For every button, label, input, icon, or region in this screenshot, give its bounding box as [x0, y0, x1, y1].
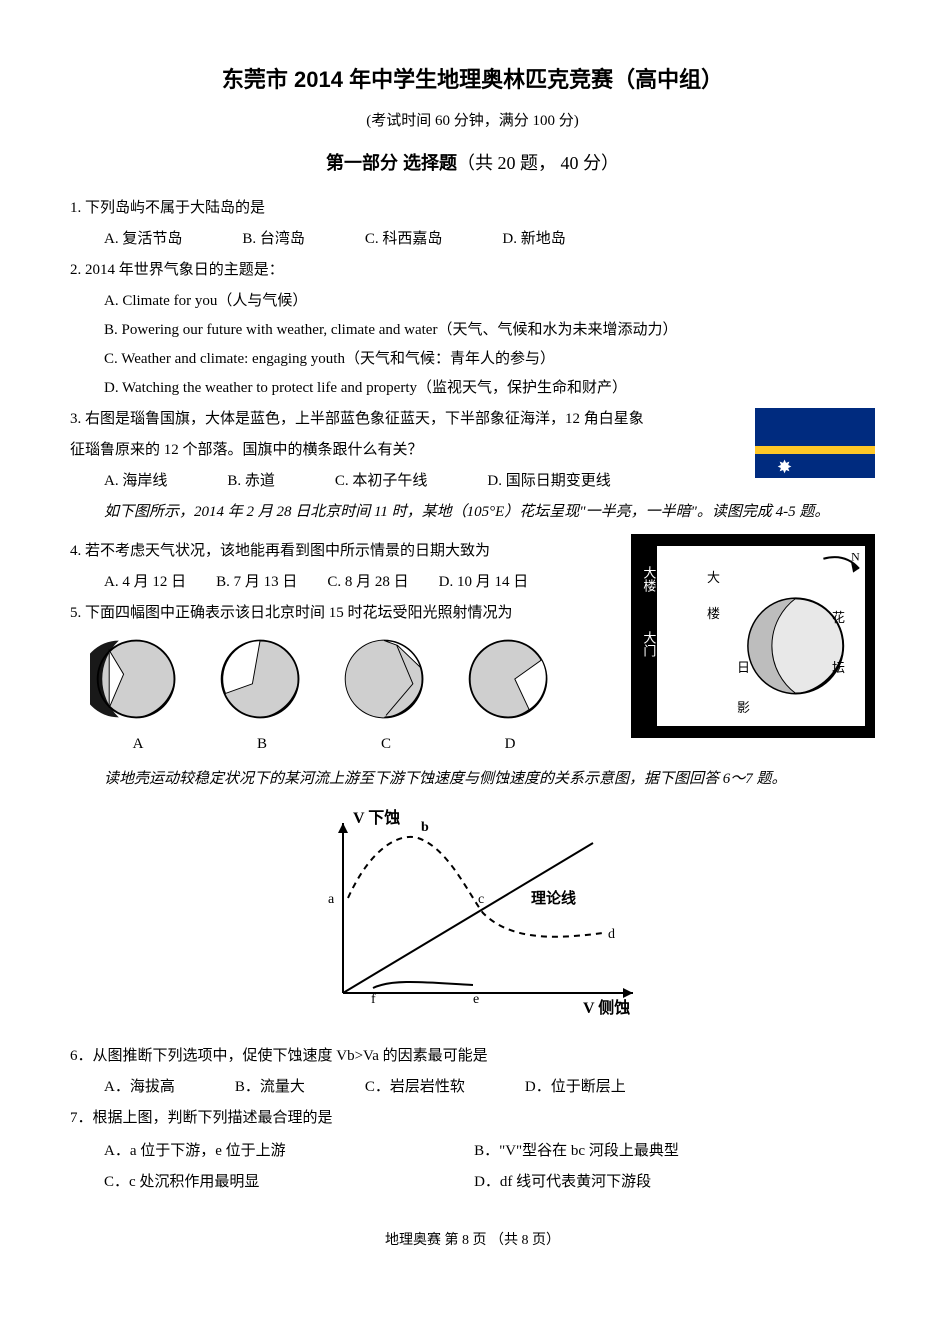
- point-f: f: [371, 992, 376, 1007]
- q4-opt-d: D. 10 月 14 日: [439, 569, 529, 596]
- q4-stem: 4. 若不考虑天气状况，该地能再看到图中所示情景的日期大致为: [70, 538, 631, 565]
- q6-opt-d: D．位于断层上: [525, 1074, 626, 1101]
- q4-opt-b: B. 7 月 13 日: [216, 569, 297, 596]
- q2-opt-d: D. Watching the weather to protect life …: [104, 375, 875, 402]
- q5-diagram-a: A: [90, 631, 186, 758]
- q6-opt-c: C．岩层岩性软: [365, 1074, 465, 1101]
- point-a: a: [328, 892, 335, 907]
- q5-diagram-b: B: [214, 631, 310, 758]
- q1-opt-a: A. 复活节岛: [104, 226, 182, 253]
- q5-circle-diagrams: A B C: [90, 631, 631, 758]
- flag-star-icon: ✸: [777, 458, 792, 476]
- q4-opt-c: C. 8 月 28 日: [327, 569, 408, 596]
- label-ri: 日: [737, 656, 750, 679]
- y-axis-label: V 下蚀: [353, 808, 400, 827]
- q6-stem: 6．从图推断下列选项中，促使下蚀速度 Vb>Va 的因素最可能是: [70, 1043, 875, 1070]
- q5-diagram-c: C: [338, 631, 434, 758]
- q7-options: A．a 位于下游，e 位于上游 B．"V"型谷在 bc 河段上最典型 C．c 处…: [104, 1136, 875, 1198]
- erosion-graph: V 下蚀 V 侧蚀 理论线 a b c d f e: [70, 803, 875, 1033]
- nauru-flag: ✸: [755, 408, 875, 478]
- q3-opt-c: C. 本初子午线: [335, 468, 428, 495]
- q5-label-a: A: [90, 731, 186, 758]
- q2-opt-a: A. Climate for you（人与气候）: [104, 288, 875, 315]
- q7-opt-d: D．df 线可代表黄河下游段: [474, 1169, 844, 1196]
- q3-opt-d: D. 国际日期变更线: [487, 468, 610, 495]
- building-figure: 大楼 大门 N 大 楼 花 坛 日 影: [631, 534, 875, 738]
- section-title-rest: （共 20 题， 40 分）: [457, 153, 619, 173]
- intro-4-5: 如下图所示，2014 年 2 月 28 日北京时间 11 时，某地（105°E）…: [104, 499, 875, 526]
- q6-opt-b: B．流量大: [235, 1074, 305, 1101]
- section-title: 第一部分 选择题（共 20 题， 40 分）: [70, 147, 875, 179]
- theory-line-label: 理论线: [531, 889, 576, 907]
- label-da: 大: [707, 566, 720, 589]
- q7-opt-c: C．c 处沉积作用最明显: [104, 1169, 474, 1196]
- q7-opt-a: A．a 位于下游，e 位于上游: [104, 1138, 474, 1165]
- q2-options: A. Climate for you（人与气候） B. Powering our…: [104, 288, 875, 402]
- label-ying: 影: [737, 696, 750, 719]
- point-c: c: [478, 892, 484, 907]
- north-label: N: [851, 550, 860, 564]
- q7-stem: 7．根据上图，判断下列描述最合理的是: [70, 1105, 875, 1132]
- point-e: e: [473, 992, 479, 1007]
- q5-diagram-d: D: [462, 631, 558, 758]
- label-lou: 楼: [707, 602, 720, 625]
- q3-options: A. 海岸线 B. 赤道 C. 本初子午线 D. 国际日期变更线: [104, 468, 745, 495]
- q1-opt-d: D. 新地岛: [502, 226, 565, 253]
- section-title-bold: 第一部分 选择题: [326, 153, 457, 173]
- q1-stem: 1. 下列岛屿不属于大陆岛的是: [70, 195, 875, 222]
- page-footer: 地理奥赛 第 8 页 （共 8 页）: [70, 1228, 875, 1253]
- q1-opt-b: B. 台湾岛: [242, 226, 305, 253]
- label-tan: 坛: [832, 656, 845, 679]
- q3-opt-a: A. 海岸线: [104, 468, 167, 495]
- flag-stripe: [755, 446, 875, 454]
- q1-opt-c: C. 科西嘉岛: [365, 226, 443, 253]
- q4-opt-a: A. 4 月 12 日: [104, 569, 186, 596]
- exam-info: (考试时间 60 分钟，满分 100 分): [70, 108, 875, 135]
- q7-opt-b: B．"V"型谷在 bc 河段上最典型: [474, 1138, 844, 1165]
- q5-stem: 5. 下面四幅图中正确表示该日北京时间 15 时花坛受阳光照射情况为: [70, 600, 631, 627]
- q6-options: A．海拔高 B．流量大 C．岩层岩性软 D．位于断层上: [104, 1074, 875, 1101]
- q2-opt-c: C. Weather and climate: engaging youth（天…: [104, 346, 875, 373]
- point-d: d: [608, 927, 615, 942]
- q3-opt-b: B. 赤道: [227, 468, 275, 495]
- label-hua: 花: [832, 606, 845, 629]
- q5-label-c: C: [338, 731, 434, 758]
- q1-options: A. 复活节岛 B. 台湾岛 C. 科西嘉岛 D. 新地岛: [104, 226, 875, 253]
- q2-stem: 2. 2014 年世界气象日的主题是：: [70, 257, 875, 284]
- page-title: 东莞市 2014 年中学生地理奥林匹克竞赛（高中组）: [70, 60, 875, 100]
- q5-label-b: B: [214, 731, 310, 758]
- q5-label-d: D: [462, 731, 558, 758]
- intro-6-7: 读地壳运动较稳定状况下的某河流上游至下游下蚀速度与侧蚀速度的关系示意图，据下图回…: [104, 766, 875, 793]
- q2-opt-b: B. Powering our future with weather, cli…: [104, 317, 875, 344]
- q6-opt-a: A．海拔高: [104, 1074, 175, 1101]
- q4-options: A. 4 月 12 日 B. 7 月 13 日 C. 8 月 28 日 D. 1…: [104, 569, 631, 596]
- point-b: b: [421, 820, 429, 835]
- x-axis-label: V 侧蚀: [583, 998, 630, 1017]
